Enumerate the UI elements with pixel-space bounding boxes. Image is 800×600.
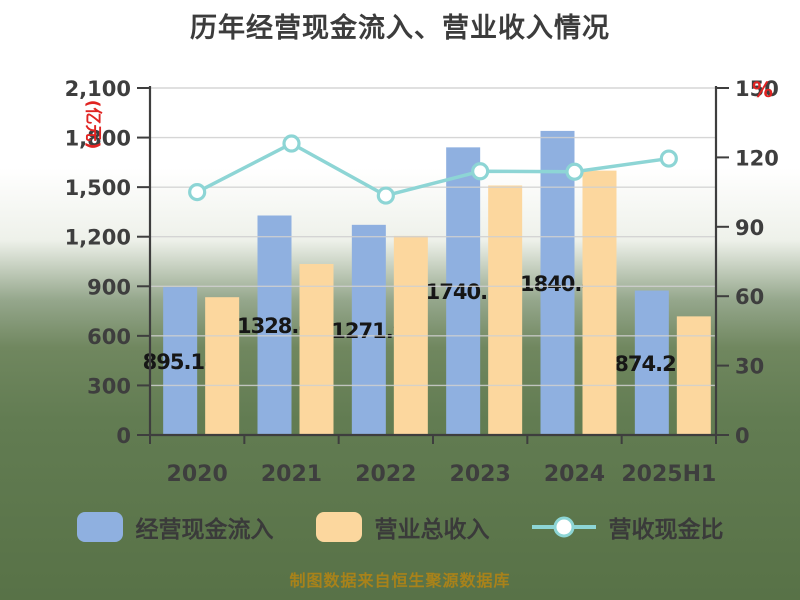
legend-line-marker-icon [531, 516, 596, 538]
bar-operating-cash-inflow[interactable] [163, 287, 198, 435]
y-axis-left-tick-label: 1,800 [65, 127, 131, 151]
y-axis-right-tick-label: 120 [735, 146, 779, 170]
ratio-line [195, 141, 671, 198]
legend-label: 营业总收入 [374, 517, 490, 543]
y-axis-left-tick-label: 900 [87, 275, 131, 299]
legend-dot-icon [553, 516, 574, 538]
bar-total-revenue[interactable] [205, 297, 240, 435]
x-axis-label: 2022 [355, 462, 416, 487]
x-axis-label: 2020 [167, 462, 228, 487]
bar-operating-cash-inflow[interactable] [446, 147, 481, 436]
bar-operating-cash-inflow[interactable] [540, 130, 575, 435]
x-axis-label: 2025H1 [621, 462, 716, 487]
legend-swatch-orange [315, 512, 362, 542]
y-axis-left-tick-label: 1,200 [65, 226, 131, 250]
x-axis-label: 2021 [261, 462, 322, 487]
ratio-marker[interactable] [659, 149, 678, 168]
ratio-marker[interactable] [376, 186, 395, 205]
legend-swatch-blue [76, 512, 123, 542]
chart-title: 历年经营现金流入、营业收入情况 [190, 13, 610, 44]
ratio-marker[interactable] [282, 134, 301, 153]
ratio-marker[interactable] [188, 183, 207, 202]
y-axis-right-tick-label: 0 [735, 424, 750, 448]
y-axis-right-tick-label: 60 [735, 285, 764, 309]
legend-label: 经营现金流入 [135, 517, 274, 543]
legend-item-operating-cash-inflow[interactable]: 经营现金流入 [76, 510, 274, 544]
bar-operating-cash-inflow[interactable] [257, 215, 292, 435]
legend-label: 营收现金比 [608, 517, 724, 543]
bar-total-revenue[interactable] [488, 185, 523, 435]
left-axis-unit-label: (亿元) [82, 99, 103, 150]
y-axis-right-tick-label: 150 [735, 77, 779, 101]
bar-operating-cash-inflow[interactable] [634, 290, 669, 435]
bar-total-revenue[interactable] [676, 316, 711, 435]
bar-total-revenue[interactable] [299, 263, 334, 435]
watermark-source-text: 制图数据来自恒生聚源数据库 [289, 571, 511, 590]
legend-item-cash-ratio[interactable]: 营收现金比 [531, 510, 724, 544]
ratio-marker[interactable] [471, 162, 490, 181]
y-axis-left-tick-label: 600 [87, 325, 131, 349]
bar-total-revenue[interactable] [582, 170, 617, 435]
legend: 经营现金流入 营业总收入 营收现金比 [0, 510, 800, 544]
y-axis-right-tick-label: 90 [735, 216, 764, 240]
bar-operating-cash-inflow[interactable] [351, 224, 386, 435]
legend-item-total-revenue[interactable]: 营业总收入 [315, 510, 490, 544]
y-axis-left-tick-label: 1,500 [65, 176, 131, 200]
right-axis-unit-label: % [752, 78, 774, 102]
y-axis-left-tick-label: 2,100 [65, 77, 131, 101]
x-axis-label: 2024 [544, 462, 605, 487]
y-axis-right-tick-label: 30 [735, 355, 764, 379]
y-axis-left-tick-label: 300 [87, 374, 131, 398]
ratio-marker[interactable] [565, 162, 584, 181]
y-axis-left-tick-label: 0 [116, 424, 131, 448]
x-axis-label: 2023 [450, 462, 511, 487]
